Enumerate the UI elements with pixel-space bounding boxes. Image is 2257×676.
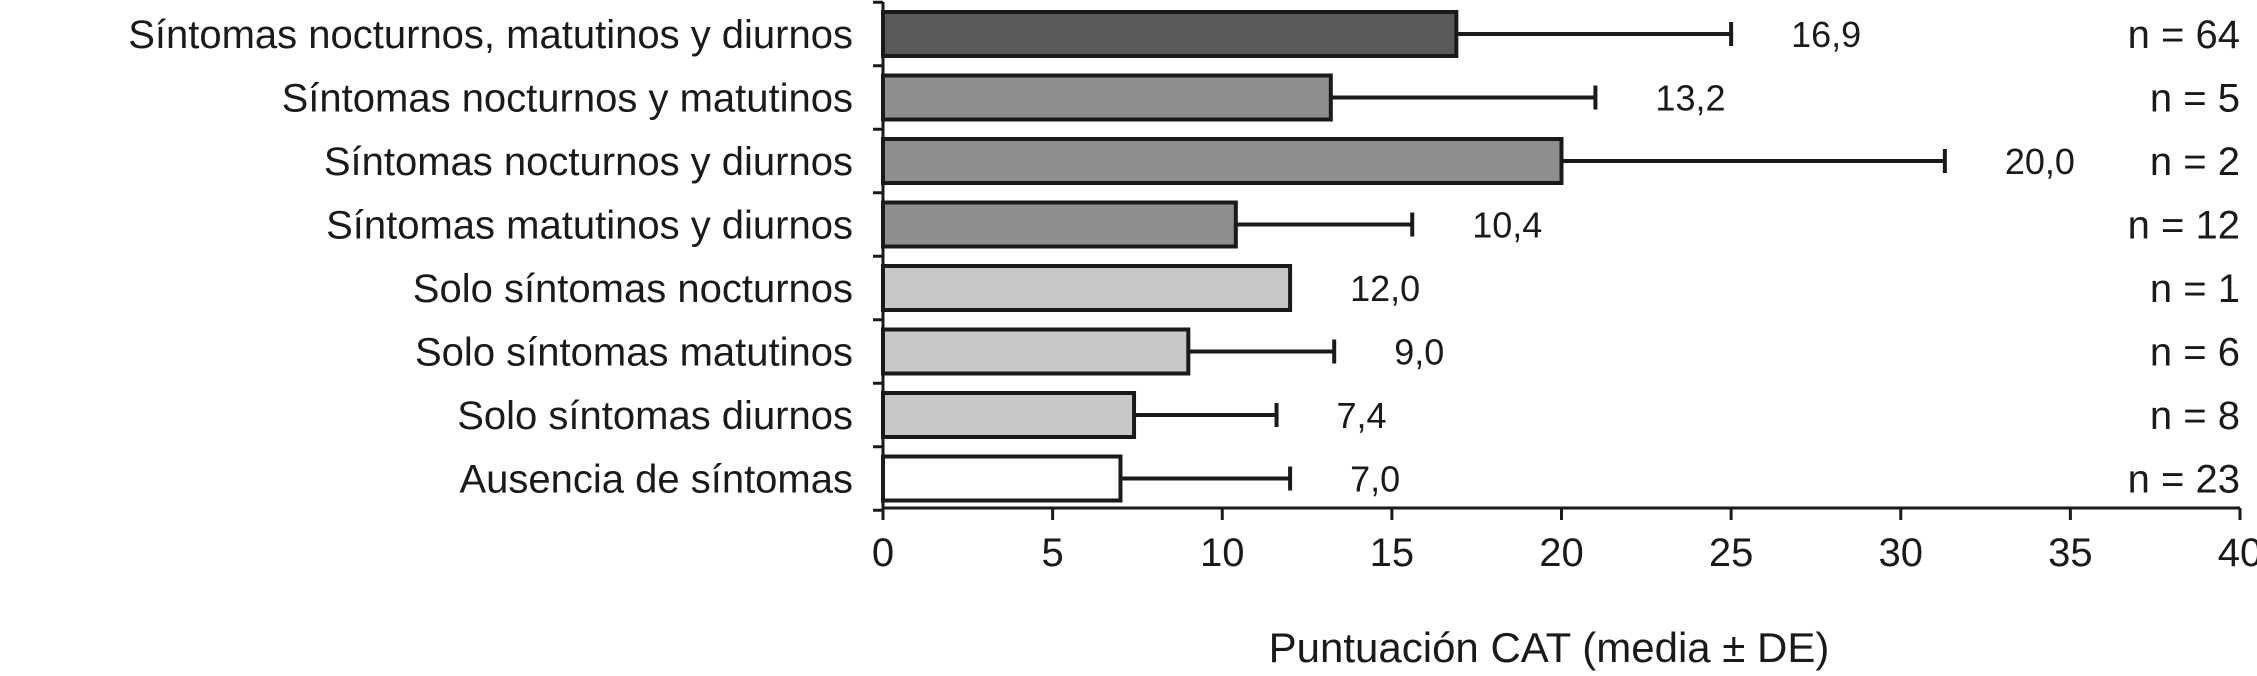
error-bars-group <box>1120 22 1947 491</box>
n-label: n = 8 <box>2150 394 2240 438</box>
category-label: Ausencia de síntomas <box>459 458 853 502</box>
value-label: 7,4 <box>1337 395 1387 436</box>
x-tick-label: 35 <box>2048 531 2093 575</box>
n-labels-group: n = 64 n = 5 n = 2 n = 12 n = 1 n = 6 n = 8 n =… <box>2128 13 2240 502</box>
bar <box>881 10 1459 58</box>
category-label: Síntomas nocturnos y matutinos <box>282 77 853 121</box>
value-label: 13,2 <box>1655 78 1725 119</box>
n-label: n = 6 <box>2150 331 2240 375</box>
value-label: 20,0 <box>2005 141 2075 182</box>
bar <box>881 264 1293 312</box>
n-label: n = 5 <box>2150 77 2240 121</box>
value-labels-group: 16,9 13,2 20,0 10,4 12,0 9,07,4 7,0 <box>1337 14 2075 500</box>
x-tick-label: 30 <box>1879 531 1924 575</box>
category-label: Síntomas nocturnos, matutinos y diurnos <box>128 13 853 57</box>
n-label: n = 1 <box>2150 267 2240 311</box>
x-tick-label: 25 <box>1709 531 1754 575</box>
x-tick-label: 40 <box>2218 531 2257 575</box>
category-label: Síntomas matutinos y diurnos <box>326 204 853 248</box>
value-label: 10,4 <box>1472 205 1542 246</box>
x-tick-label: 0 <box>872 531 894 575</box>
category-label: Solo síntomas nocturnos <box>413 267 853 311</box>
n-label: n = 23 <box>2128 458 2240 502</box>
bar <box>881 391 1137 439</box>
value-label: 7,0 <box>1350 459 1400 500</box>
bar <box>881 454 1123 503</box>
bar <box>881 73 1333 122</box>
x-axis-title: Puntuación CAT (media ± DE) <box>1269 624 1830 671</box>
category-label: Solo síntomas diurnos <box>457 394 853 438</box>
n-label: n = 2 <box>2150 140 2240 184</box>
bar <box>881 327 1191 376</box>
category-labels: Síntomas nocturnos, matutinos y diurnos S… <box>128 13 853 502</box>
value-label: 12,0 <box>1350 268 1420 309</box>
category-label: Síntomas nocturnos y diurnos <box>324 140 853 184</box>
n-label: n = 12 <box>2128 204 2240 248</box>
x-tick-label: 10 <box>1200 531 1245 575</box>
x-tick-label: 5 <box>1042 531 1064 575</box>
axes-group: 0 5 10 15 20 25 30 35 40 <box>872 0 2257 575</box>
bars-group <box>881 10 1564 503</box>
n-label: n = 64 <box>2128 13 2240 57</box>
value-label: 16,9 <box>1791 14 1861 55</box>
x-tick-label: 15 <box>1370 531 1415 575</box>
bar <box>881 137 1564 185</box>
value-label: 9,0 <box>1394 332 1444 373</box>
x-tick-label: 20 <box>1539 531 1584 575</box>
category-label: Solo síntomas matutinos <box>415 331 853 375</box>
bar <box>881 200 1238 249</box>
